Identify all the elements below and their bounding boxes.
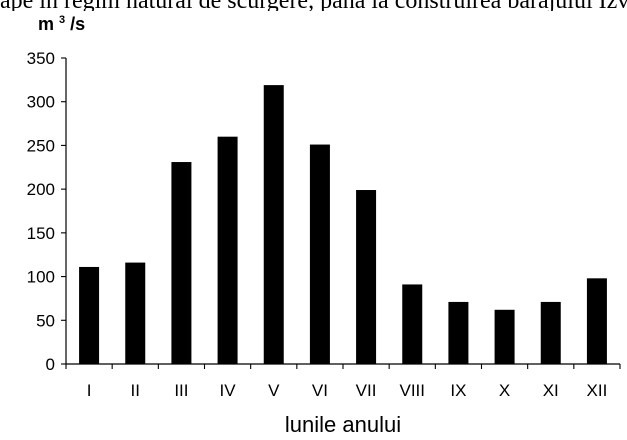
y-tick-label: 50	[36, 311, 55, 330]
bar	[356, 190, 377, 364]
bar	[402, 284, 423, 364]
cropped-heading-text: ape în regim natural de scurgere, până l…	[0, 0, 627, 11]
x-tick-label: I	[87, 381, 92, 400]
y-tick-label: 150	[27, 224, 55, 243]
x-tick-label: IX	[450, 381, 466, 400]
bar	[217, 136, 238, 364]
x-tick-label: XII	[587, 381, 608, 400]
x-tick-label: X	[499, 381, 510, 400]
y-tick-label: 0	[46, 355, 55, 374]
x-tick-label: IV	[220, 381, 237, 400]
y-tick-label: 350	[27, 49, 55, 68]
bar	[125, 262, 146, 364]
x-tick-label: II	[131, 381, 140, 400]
y-axis-ticks: 0 50 100 150 200 250 300 350	[27, 49, 66, 374]
bar	[171, 162, 192, 364]
y-tick-label: 200	[27, 180, 55, 199]
bars-group	[79, 85, 607, 365]
x-tick-label: VI	[312, 381, 328, 400]
bar	[448, 301, 469, 364]
bar	[586, 278, 607, 364]
y-axis-label-superscript: 3	[59, 14, 65, 26]
x-tick-label: XI	[543, 381, 559, 400]
bar	[79, 266, 100, 364]
bar	[263, 85, 284, 365]
x-tick-label: V	[268, 381, 280, 400]
x-tick-label: VII	[356, 381, 377, 400]
x-tick-label: VIII	[399, 381, 425, 400]
x-tick-label: III	[174, 381, 188, 400]
bar	[494, 309, 515, 364]
bar	[540, 301, 561, 364]
bar	[309, 144, 330, 364]
y-axis-label: m 3 /s	[38, 7, 85, 34]
y-axis-label-suffix: /s	[70, 14, 85, 34]
y-axis-label-base: m	[38, 14, 54, 34]
y-tick-label: 100	[27, 268, 55, 287]
x-axis-ticks: I II III IV V VI VII VIII IX X XI XII	[65, 364, 621, 400]
y-tick-label: 300	[27, 93, 55, 112]
y-tick-label: 250	[27, 136, 55, 155]
x-axis-label: lunile anului	[285, 412, 401, 437]
